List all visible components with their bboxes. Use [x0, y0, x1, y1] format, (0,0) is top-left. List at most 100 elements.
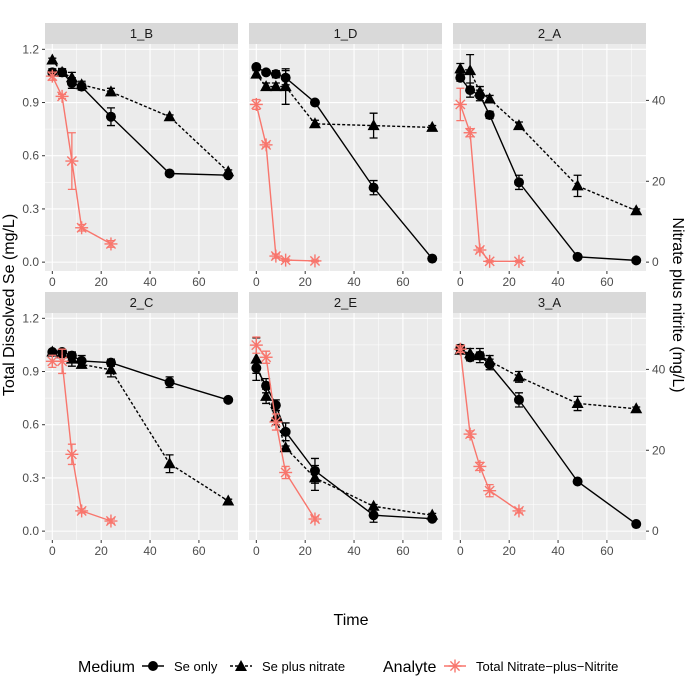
- y-tick-label-left: 0.3: [22, 471, 39, 485]
- se-only-point: [105, 111, 116, 122]
- nitrate-point: [104, 514, 118, 528]
- nitrate-point: [65, 154, 79, 168]
- se-only-point: [47, 347, 58, 358]
- legend-title-analyte: Analyte: [383, 659, 436, 676]
- nitrate-point: [473, 243, 487, 257]
- se-plus-nitrate-series: [250, 67, 439, 139]
- y-tick-label-left: 0.6: [22, 149, 39, 163]
- se-only-point: [261, 67, 272, 78]
- nitrate-point: [453, 97, 467, 111]
- se-only-point: [57, 67, 68, 78]
- se-plus-nitrate-point: [512, 370, 525, 382]
- nitrate-point: [269, 415, 283, 429]
- se-plus-nitrate-point: [250, 67, 263, 79]
- nitrate-point: [279, 253, 293, 267]
- se-plus-nitrate-point: [630, 204, 643, 216]
- facet-title-2-e: 2_E: [334, 295, 357, 310]
- nitrate-point: [463, 427, 477, 441]
- se-only-point: [513, 177, 524, 188]
- se-plus-nitrate-point: [260, 80, 273, 92]
- se-only-point: [631, 519, 642, 530]
- nitrate-point: [512, 254, 526, 268]
- nitrate-point: [249, 338, 263, 352]
- x-tick-label: 0: [49, 275, 56, 289]
- facet-panels: 1_B0 20 40 600.00.30.60.91.21_D0 20 40 602_A0 2…: [22, 23, 666, 558]
- se-only-point: [513, 394, 524, 405]
- nitrate-point: [45, 69, 59, 83]
- legend-label-nitrate: Total Nitrate−plus−Nitrite: [476, 659, 618, 674]
- se-plus-nitrate-point: [426, 120, 439, 132]
- nitrate-point: [65, 447, 79, 461]
- y-tick-label-right: 40: [652, 93, 666, 107]
- facet-title-3-a: 3_A: [538, 295, 561, 310]
- x-tick-label: 0: [253, 275, 260, 289]
- nitrate-point: [453, 342, 467, 356]
- y-tick-label-right: 20: [652, 174, 666, 188]
- legend: Medium Se only Se plus nitrate Analyte T…: [78, 659, 618, 676]
- x-tick-label: 0: [253, 544, 260, 558]
- facet-2-c: 2_C 0 20 40 60 0.0 0.3 0.6 0.9 1.2: [22, 292, 238, 558]
- nitrate-point: [104, 237, 118, 251]
- x-tick-label: 60: [192, 275, 206, 289]
- se-only-point: [474, 90, 485, 101]
- legend-label-se-only: Se only: [174, 659, 218, 674]
- panel-background: [45, 313, 238, 540]
- se-plus-nitrate-point: [163, 110, 176, 122]
- se-only-point: [280, 426, 291, 437]
- se-plus-nitrate-point: [104, 363, 117, 375]
- y-axis-label-left: Total Dissolved Se (mg/L): [1, 214, 18, 396]
- nitrate-point: [269, 249, 283, 263]
- x-tick-label: 40: [347, 544, 361, 558]
- nitrate-series: [453, 342, 526, 518]
- legend-key-nitrate: [444, 659, 466, 673]
- x-tick-label: 40: [143, 275, 157, 289]
- x-tick-label: 40: [143, 544, 157, 558]
- nitrate-series: [453, 87, 526, 268]
- nitrate-point: [473, 459, 487, 473]
- x-tick-label: 20: [299, 544, 313, 558]
- se-plus-nitrate-point: [630, 402, 643, 414]
- se-only-point: [368, 182, 379, 193]
- se-plus-nitrate-point: [222, 494, 235, 506]
- se-plus-nitrate-point: [367, 119, 380, 131]
- se-only-point: [223, 394, 234, 405]
- nitrate-point: [512, 504, 526, 518]
- x-tick-label: 20: [503, 275, 517, 289]
- se-only-series: [251, 62, 438, 264]
- x-tick-label: 40: [347, 275, 361, 289]
- se-only-series: [455, 343, 642, 530]
- se-only-point: [76, 81, 87, 92]
- panel-background: [249, 313, 442, 540]
- nitrate-point: [259, 138, 273, 152]
- legend-star-marker: [448, 659, 462, 673]
- nitrate-point: [483, 484, 497, 498]
- facet-2-a: 2_A 0 20 40 60 0 20 40: [453, 23, 666, 289]
- se-only-point: [66, 78, 77, 89]
- se-only-series: [47, 67, 234, 181]
- se-only-point: [261, 380, 272, 391]
- se-only-series: [251, 362, 438, 524]
- y-tick-label-right: 0: [652, 524, 659, 538]
- se-only-point: [427, 253, 438, 264]
- y-tick-label-left: 0.6: [22, 418, 39, 432]
- x-tick-label: 60: [600, 544, 614, 558]
- facet-title-1-b: 1_B: [130, 26, 153, 41]
- se-only-series: [455, 72, 642, 266]
- se-only-point: [164, 377, 175, 388]
- x-axis-label: Time: [334, 612, 369, 629]
- se-plus-nitrate-point: [571, 179, 584, 191]
- panel-background: [453, 44, 646, 271]
- nitrate-series: [45, 348, 118, 528]
- panel-background: [249, 44, 442, 271]
- nitrate-point: [75, 504, 89, 518]
- y-tick-label-left: 0.0: [22, 255, 39, 269]
- facet-strip-2-a: [453, 23, 646, 44]
- facet-1-d: 1_D 0 20 40 60: [249, 23, 442, 289]
- panel-background: [453, 313, 646, 540]
- facet-1-b: 1_B 0 20 40 60 0.0 0.3 0.6 0.9 1.2: [22, 23, 238, 289]
- legend-label-se-plus-nitrate: Se plus nitrate: [262, 659, 345, 674]
- y-axis-label-right: Nitrate plus nitrite (mg/L): [669, 217, 685, 392]
- se-only-point: [223, 170, 234, 181]
- nitrate-point: [463, 126, 477, 140]
- x-tick-label: 20: [299, 275, 313, 289]
